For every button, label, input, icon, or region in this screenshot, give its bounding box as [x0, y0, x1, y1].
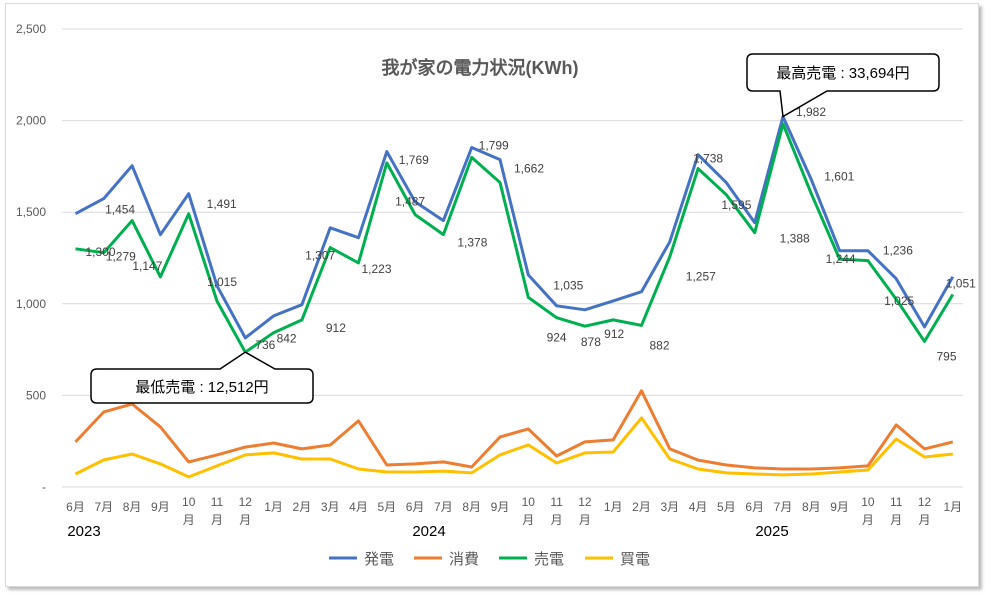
- x-tick-label: 10 月: [522, 495, 536, 527]
- series-line-売電: [75, 122, 955, 354]
- legend: 発電 消費 売電 買電: [329, 551, 650, 568]
- data-label: 1,487: [395, 195, 425, 209]
- x-tick-label: 9月: [830, 500, 849, 514]
- x-tick-label: 11 月: [211, 495, 224, 527]
- data-label: 878: [581, 335, 601, 349]
- x-tick-label: 1月: [604, 500, 623, 514]
- min-sale-callout: [90, 351, 314, 404]
- data-label: 1,595: [721, 198, 751, 212]
- max-sale-callout-text: 最高売電 : 33,694円: [776, 65, 909, 82]
- data-label: 1,307: [305, 249, 335, 263]
- x-tick-label: 8月: [123, 500, 142, 514]
- data-label: 842: [277, 332, 297, 346]
- min-sale-callout-text: 最低売電 : 12,512円: [135, 379, 268, 396]
- data-label: 1,300: [85, 245, 115, 259]
- y-tick-label: 500: [26, 388, 46, 402]
- x-tick-label: 5月: [717, 500, 736, 514]
- data-label: 1,236: [883, 244, 913, 258]
- y-tick-label: 1,500: [16, 205, 46, 219]
- x-tick-label: 10 月: [182, 495, 196, 527]
- series-line-発電: [74, 115, 955, 340]
- data-label: 1,769: [399, 153, 429, 167]
- data-label: 1,388: [780, 232, 810, 246]
- data-label: 1,244: [826, 252, 856, 266]
- x-tick-label: 7月: [774, 500, 793, 514]
- data-label: 1,257: [686, 270, 716, 284]
- year-label: 2023: [67, 523, 100, 540]
- legend-label-発電: 発電: [364, 551, 394, 568]
- data-label: 1,279: [106, 250, 136, 264]
- series-lines: [74, 115, 955, 479]
- data-label: 912: [604, 327, 624, 341]
- x-tick-label: 7月: [94, 500, 113, 514]
- x-tick-label: 9月: [151, 500, 170, 514]
- x-tick-label: 10 月: [861, 495, 875, 527]
- x-tick-label: 11 月: [550, 495, 563, 527]
- data-label: 1,025: [884, 294, 914, 308]
- x-tick-label: 4月: [349, 500, 368, 514]
- series-line-買電: [74, 416, 953, 479]
- data-label: 1,378: [457, 236, 487, 250]
- data-label: 1,982: [796, 105, 826, 119]
- x-tick-label: 12 月: [578, 495, 592, 527]
- data-label: 1,147: [132, 259, 162, 273]
- x-tick-label: 2月: [632, 500, 651, 514]
- chart-frame: [5, 3, 979, 587]
- data-label: 1,051: [946, 276, 976, 290]
- x-tick-label: 6月: [66, 500, 85, 514]
- data-label: 1,799: [479, 138, 509, 152]
- data-label: 1,491: [207, 197, 237, 211]
- x-tick-label: 4月: [689, 500, 708, 514]
- x-tick-label: 12 月: [239, 495, 253, 527]
- data-label: 1,015: [207, 275, 237, 289]
- x-tick-label: 1月: [264, 500, 283, 514]
- legend-label-消費: 消費: [449, 551, 479, 568]
- x-tick-label: 8月: [802, 500, 821, 514]
- data-label: 882: [649, 338, 669, 352]
- x-tick-label: 6月: [745, 500, 764, 514]
- year-label: 2025: [755, 523, 788, 540]
- data-label: 1,454: [105, 203, 135, 217]
- y-tick-label: 2,500: [16, 22, 46, 36]
- data-label: 795: [936, 349, 956, 363]
- data-label: 1,035: [553, 278, 583, 292]
- y-tick-label: -: [42, 480, 46, 494]
- legend-label-買電: 買電: [620, 551, 650, 568]
- data-label: 1,601: [824, 170, 854, 184]
- y-tick-label: 1,000: [16, 297, 46, 311]
- legend-label-売電: 売電: [534, 551, 564, 568]
- max-sale-callout: [746, 53, 940, 118]
- x-tick-label: 9月: [491, 500, 510, 514]
- x-tick-label: 7月: [434, 500, 453, 514]
- series-line-消費: [74, 389, 954, 471]
- x-tick-label: 3月: [660, 500, 679, 514]
- data-label: 1,662: [514, 162, 544, 176]
- year-label: 2024: [412, 523, 445, 540]
- x-tick-label: 11 月: [890, 495, 903, 527]
- x-tick-label: 2月: [293, 500, 312, 514]
- x-tick-label: 6月: [406, 500, 425, 514]
- x-tick-label: 3月: [321, 500, 340, 514]
- callouts: 最低売電 : 12,512円 最高売電 : 33,694円: [90, 53, 940, 404]
- data-label: 912: [326, 321, 346, 335]
- data-label: 924: [547, 331, 567, 345]
- data-label: 736: [255, 338, 275, 352]
- x-axis: 6月 7月 8月 9月 10 月 11 月 12 月 1月 2月 3月 4月 5月 6月 7月 8月 9月 10 月 11…: [66, 495, 962, 540]
- data-label: 1,738: [693, 152, 723, 166]
- x-tick-label: 1月: [943, 500, 962, 514]
- x-tick-label: 5月: [377, 500, 396, 514]
- y-axis: - 500 1,000 1,500 2,000 2,500: [16, 22, 46, 494]
- chart-title: 我が家の電力状況(KWh): [382, 57, 579, 78]
- x-tick-label: 8月: [462, 500, 481, 514]
- y-tick-label: 2,000: [16, 114, 46, 128]
- x-tick-label: 12 月: [918, 495, 932, 527]
- data-label: 1,223: [361, 262, 391, 276]
